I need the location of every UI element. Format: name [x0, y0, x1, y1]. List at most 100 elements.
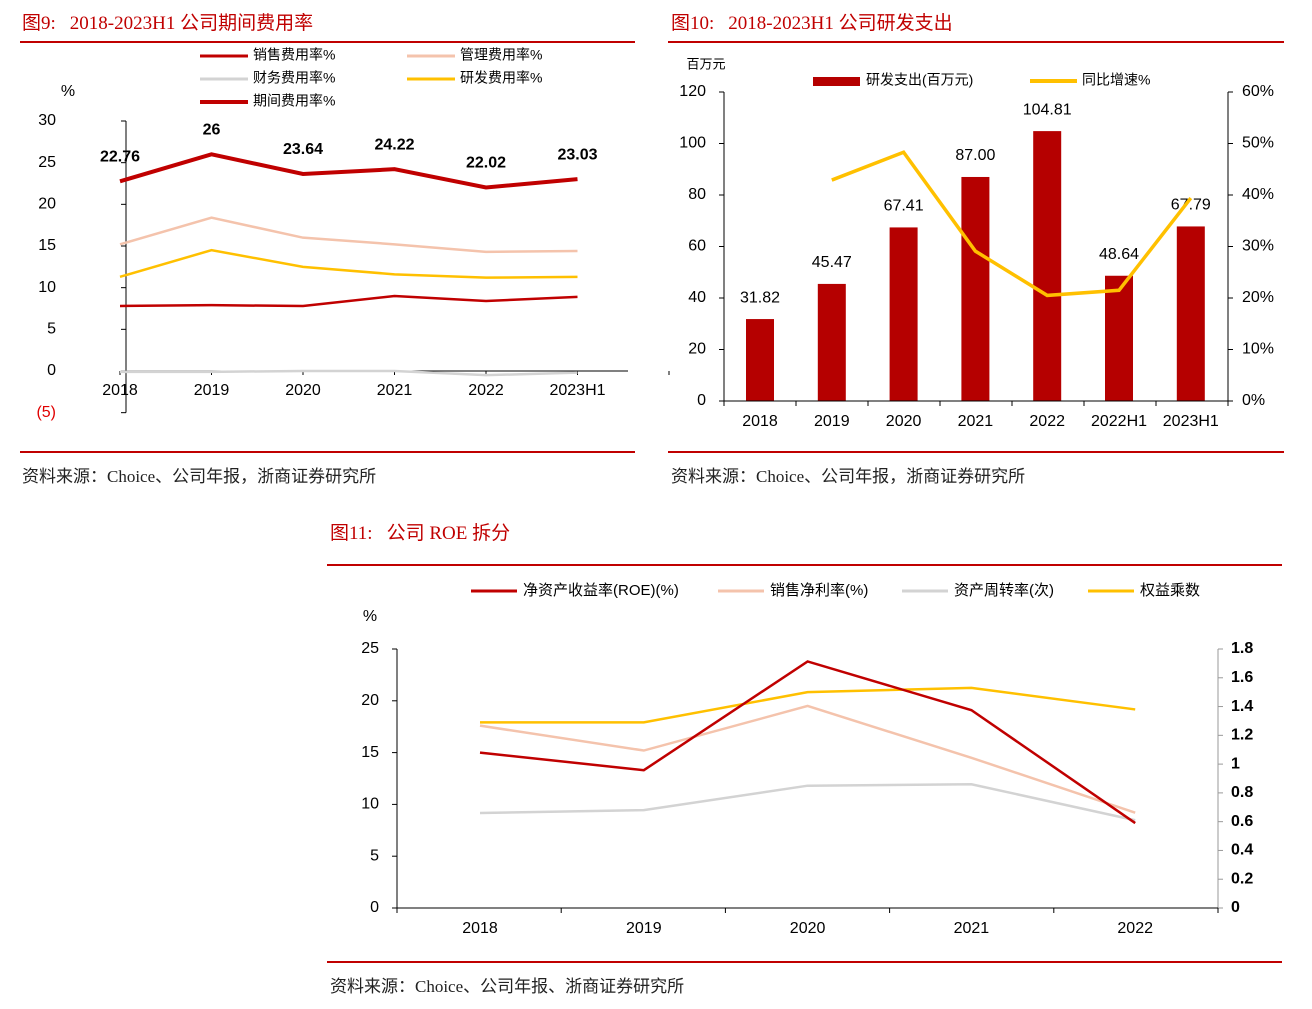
data-label: 22.76	[100, 149, 140, 166]
y2-tick-label: 1	[1231, 755, 1240, 772]
legend-label: 研发费用率%	[460, 70, 542, 86]
y-tick-label: 15	[38, 237, 56, 254]
bar	[889, 227, 918, 401]
data-label: 24.22	[374, 136, 414, 153]
bar	[1033, 131, 1062, 401]
y-tick-label: 0	[370, 899, 379, 916]
y2-tick-label: 1.8	[1231, 640, 1253, 657]
bar	[1105, 275, 1133, 401]
figure-11-title: 图11: 公司 ROE 拆分	[330, 518, 510, 545]
legend-label: 净资产收益率(ROE)(%)	[523, 582, 679, 599]
y2-tick-label: 0.8	[1231, 784, 1253, 801]
figure-title-text: 2018-2023H1 公司期间费用率	[69, 13, 314, 34]
chart-roe-breakdown: % 25 20 15 10 5 0 1.8 1.6 1.4 1.2 1 0.8 0.6 0.4 0.2 0 201…	[361, 582, 1253, 937]
y2-tick-label: 20%	[1242, 289, 1274, 306]
x-tick-label: 2022	[1029, 413, 1065, 430]
figure-title-text: 2018-2023H1 公司研发支出	[728, 13, 953, 34]
data-label: 26	[203, 122, 221, 139]
y-tick-label: 5	[370, 847, 379, 864]
y-tick-label: 120	[679, 83, 706, 100]
figure-title-text: 公司 ROE 拆分	[386, 523, 511, 544]
y-tick-label: 30	[38, 112, 56, 129]
data-label: 48.64	[1099, 246, 1139, 263]
y-tick-label: 20	[688, 341, 706, 358]
series-line	[479, 783, 1136, 822]
x-tick-label: 2023H1	[549, 382, 605, 399]
data-label: 104.81	[1023, 101, 1072, 118]
y-tick-label: 10	[38, 279, 56, 296]
divider	[20, 41, 635, 43]
divider	[20, 451, 635, 453]
series-line	[119, 152, 578, 190]
legend-label: 权益乘数	[1140, 582, 1200, 599]
y-tick-label: 0	[697, 392, 706, 409]
chart-expense-ratio: % 30 25 20 15 10 5 0 (5) 2018 2019 2020 2021 2022 2023…	[36, 47, 670, 421]
series-line	[479, 660, 1136, 825]
y2-tick-label: 0%	[1242, 392, 1265, 409]
figure-9-source: 资料来源：Choice、公司年报，浙商证券研究所	[22, 467, 377, 486]
x-tick-label: 2019	[814, 413, 850, 430]
y2-tick-label: 1.6	[1231, 669, 1253, 686]
y2-tick-label: 10%	[1242, 341, 1274, 358]
figure-9-title: 图9: 2018-2023H1 公司期间费用率	[22, 8, 313, 35]
growth-line	[831, 150, 1193, 298]
y2-tick-label: 60%	[1242, 83, 1274, 100]
y2-tick-label: 0.2	[1231, 870, 1253, 887]
figure-10-title: 图10: 2018-2023H1 公司研发支出	[671, 8, 953, 35]
y-tick-label: 10	[361, 796, 379, 813]
figure-number: 图10:	[671, 13, 715, 34]
x-tick-label: 2020	[790, 920, 826, 937]
y-tick-label: 25	[38, 154, 56, 171]
x-tick-label: 2018	[462, 920, 498, 937]
y-axis-unit: 百万元	[686, 56, 725, 71]
x-tick-label: 2022H1	[1091, 413, 1147, 430]
series-line	[479, 704, 1136, 814]
data-label: 23.03	[557, 146, 597, 163]
data-label: 23.64	[283, 141, 323, 158]
y-tick-label: 100	[679, 135, 706, 152]
y-axis-unit: %	[61, 83, 75, 100]
divider	[668, 451, 1284, 453]
chart-rd-expense: 百万元 120 100 80 60 40 20 0 60% 50% 40% 30% 20% 10% 0% 31…	[679, 56, 1274, 430]
x-tick-label: 2020	[886, 413, 922, 430]
y-tick-label: 20	[38, 196, 56, 213]
data-label: 31.82	[740, 289, 780, 306]
legend-label: 研发支出(百万元)	[866, 72, 973, 88]
data-label: 22.02	[466, 155, 506, 172]
x-tick-label: 2018	[102, 382, 138, 399]
divider	[327, 961, 1282, 963]
y-axis-unit: %	[363, 608, 377, 625]
bar	[961, 176, 990, 401]
x-tick-label: 2021	[958, 413, 994, 430]
y2-tick-label: 1.4	[1231, 698, 1253, 715]
legend-label: 管理费用率%	[460, 47, 542, 63]
y2-tick-label: 50%	[1242, 135, 1274, 152]
bar	[746, 319, 774, 401]
divider	[327, 564, 1282, 566]
bar	[1176, 226, 1205, 401]
legend-label: 销售费用率%	[253, 47, 335, 63]
y2-tick-label: 0.6	[1231, 813, 1253, 830]
x-tick-label: 2020	[285, 382, 321, 399]
legend-label: 同比增速%	[1082, 72, 1150, 88]
y2-tick-label: 1.2	[1231, 727, 1253, 744]
bar	[817, 283, 846, 401]
series-line	[119, 216, 578, 254]
y-tick-label: 5	[47, 321, 56, 338]
y-tick-label: 80	[688, 186, 706, 203]
legend-label: 资产周转率(次)	[954, 582, 1054, 599]
figure-number: 图11:	[330, 523, 373, 544]
y-tick-label: (5)	[36, 404, 56, 421]
y-tick-label: 60	[688, 238, 706, 255]
y-tick-label: 20	[361, 692, 379, 709]
divider	[668, 41, 1284, 43]
legend-label: 财务费用率%	[253, 70, 335, 86]
y-tick-label: 0	[47, 362, 56, 379]
legend-label: 销售净利率(%)	[770, 582, 868, 599]
x-tick-label: 2018	[742, 413, 778, 430]
y2-tick-label: 30%	[1242, 238, 1274, 255]
y2-tick-label: 0.4	[1231, 842, 1253, 859]
data-label: 87.00	[955, 147, 995, 164]
x-tick-label: 2022	[468, 382, 504, 399]
x-tick-label: 2019	[194, 382, 230, 399]
